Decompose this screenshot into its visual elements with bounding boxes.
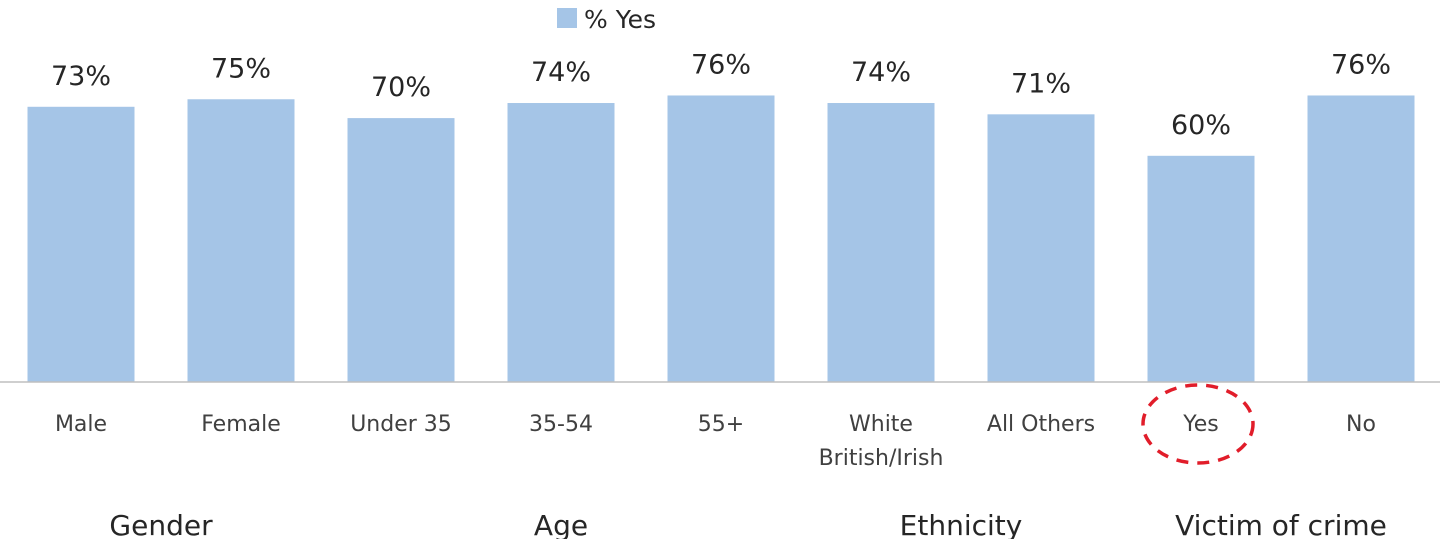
group-label-1: Age bbox=[534, 509, 588, 539]
bars bbox=[27, 95, 1415, 383]
bar-2 bbox=[347, 118, 455, 382]
value-label-2: 70% bbox=[371, 72, 431, 103]
category-labels: Male Female Under 35 35-54 55+ White British/I… bbox=[55, 412, 1376, 471]
bar-3 bbox=[507, 103, 615, 383]
bar-5 bbox=[827, 103, 935, 383]
group-label-0: Gender bbox=[109, 509, 213, 539]
bar-6 bbox=[987, 114, 1095, 382]
bar-1 bbox=[187, 99, 295, 382]
group-label-2: Ethnicity bbox=[900, 509, 1023, 539]
category-label-7: Yes bbox=[1182, 412, 1219, 437]
category-label-3: 35-54 bbox=[529, 412, 593, 437]
legend: % Yes bbox=[557, 5, 656, 34]
category-label-1: Female bbox=[201, 412, 281, 437]
value-label-6: 71% bbox=[1011, 68, 1071, 99]
value-label-0: 73% bbox=[51, 61, 111, 92]
value-label-7: 60% bbox=[1171, 110, 1231, 141]
highlight-marker bbox=[1141, 383, 1255, 465]
value-label-1: 75% bbox=[211, 53, 271, 84]
value-label-5: 74% bbox=[851, 57, 911, 88]
value-label-4: 76% bbox=[691, 49, 751, 80]
bar-7 bbox=[1147, 155, 1255, 382]
category-label-5: White British/Irish bbox=[819, 412, 944, 471]
category-label-0: Male bbox=[55, 412, 107, 437]
category-label-8: No bbox=[1346, 412, 1376, 437]
category-label-6: All Others bbox=[987, 412, 1095, 437]
highlight-circle bbox=[1141, 383, 1255, 465]
group-label-3: Victim of crime bbox=[1175, 509, 1387, 539]
category-label-2: Under 35 bbox=[350, 412, 452, 437]
legend-swatch bbox=[557, 8, 577, 28]
group-labels: Gender Age Ethnicity Victim of crime bbox=[109, 509, 1386, 539]
value-label-8: 76% bbox=[1331, 49, 1391, 80]
value-label-3: 74% bbox=[531, 57, 591, 88]
bar-4 bbox=[667, 95, 775, 382]
bar-8 bbox=[1307, 95, 1415, 382]
legend-label: % Yes bbox=[584, 5, 656, 34]
bar-0 bbox=[27, 106, 135, 382]
value-labels: 73% 75% 70% 74% 76% 74% 71% 60% 76% bbox=[51, 49, 1391, 140]
category-label-4: 55+ bbox=[698, 412, 744, 437]
